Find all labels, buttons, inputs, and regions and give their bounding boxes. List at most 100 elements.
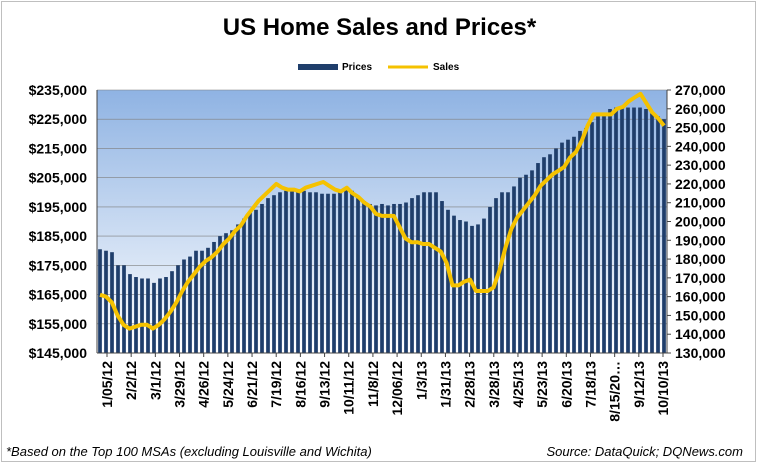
legend-prices-label: Prices [342, 62, 372, 73]
price-bar [374, 205, 378, 353]
price-bar [656, 116, 660, 353]
price-bar [428, 192, 432, 353]
x-tick-label: 6/21/12 [244, 361, 260, 408]
price-bar [362, 201, 366, 353]
price-bar [326, 193, 330, 353]
price-bar [560, 142, 564, 353]
y-right-tick-label: 200,000 [675, 214, 726, 230]
price-bar [590, 122, 594, 354]
y-left-tick-label: $195,000 [29, 199, 88, 215]
x-tick-label: 5/24/12 [220, 361, 236, 408]
price-bar [128, 274, 132, 353]
x-tick-label: 3/29/12 [172, 361, 188, 408]
price-bar [482, 218, 486, 353]
price-bar [536, 163, 540, 353]
price-bar [380, 203, 384, 353]
price-bar [314, 192, 318, 353]
price-bar [140, 278, 144, 353]
price-bar [278, 192, 282, 353]
price-bar [518, 177, 522, 353]
price-bar [122, 265, 126, 353]
price-bar [644, 108, 648, 353]
price-bar [464, 221, 468, 353]
price-bars [98, 107, 666, 354]
price-bar [206, 247, 210, 353]
x-tick-label: 8/15/20… [607, 361, 623, 422]
x-tick-label: 8/16/12 [292, 361, 308, 408]
x-tick-label: 2/2/12 [123, 361, 139, 400]
price-bar [152, 282, 156, 353]
price-bar [572, 136, 576, 353]
price-bar [608, 108, 612, 353]
price-bar [296, 189, 300, 353]
price-bar [236, 224, 240, 353]
y-right-tick-label: 150,000 [675, 307, 726, 323]
price-bar [476, 224, 480, 353]
price-bar [512, 186, 516, 353]
price-bar [254, 209, 258, 353]
price-bar [104, 250, 108, 353]
price-bar [332, 193, 336, 353]
x-axis: 1/05/12 2/2/12 3/1/12 3/29/12 4/26/12 5/24/12… [97, 352, 671, 422]
price-bar [194, 250, 198, 353]
price-bar [662, 119, 666, 353]
price-bar [614, 107, 618, 354]
x-tick-label: 4/26/12 [196, 361, 212, 408]
price-bar [338, 190, 342, 353]
legend-prices-swatch [298, 64, 338, 70]
price-bar [98, 249, 102, 353]
chart-title: US Home Sales and Prices* [222, 14, 537, 41]
x-tick-label: 11/8/12 [365, 361, 381, 407]
x-tick-label: 3/28/13 [486, 361, 502, 408]
price-bar [302, 190, 306, 353]
footnote: *Based on the Top 100 MSAs (excluding Lo… [6, 444, 372, 459]
x-tick-label: 9/13/12 [317, 361, 333, 408]
sales-line [99, 91, 666, 331]
price-bar [182, 259, 186, 353]
y-right-tick-label: 220,000 [675, 176, 726, 192]
price-bar [200, 250, 204, 353]
price-bar [596, 116, 600, 353]
price-bar [500, 192, 504, 353]
y-left-tick-label: $145,000 [29, 345, 88, 361]
price-bar [620, 107, 624, 354]
y-right-tick-label: 240,000 [675, 138, 726, 154]
price-bar [308, 192, 312, 353]
price-bar [212, 241, 216, 353]
price-bar [554, 148, 558, 353]
price-bar [320, 193, 324, 353]
price-bar [344, 189, 348, 353]
left-axis: $145,000 $155,000 $165,000 $175,000 $185,000… [29, 82, 98, 361]
x-tick-label: 7/18/13 [582, 361, 598, 408]
price-bar [524, 174, 528, 353]
price-bar [242, 218, 246, 353]
price-bar [506, 192, 510, 353]
price-bar [368, 203, 372, 353]
price-bar [602, 113, 606, 353]
y-right-tick-label: 140,000 [675, 326, 726, 342]
y-left-tick-label: $215,000 [29, 140, 88, 156]
x-tick-label: 5/23/13 [534, 361, 550, 408]
price-bar [566, 139, 570, 353]
x-tick-label: 1/3/13 [413, 361, 429, 400]
price-bar [260, 203, 264, 353]
price-bar [290, 189, 294, 353]
y-left-tick-label: $175,000 [29, 257, 88, 273]
price-bar [434, 192, 438, 353]
right-axis: 130,000 140,000 150,000 160,000 170,000 180,0… [666, 82, 726, 361]
price-bar [638, 107, 642, 354]
y-left-tick-label: $235,000 [29, 82, 88, 98]
price-bar [404, 202, 408, 353]
price-bar [578, 130, 582, 353]
y-right-tick-label: 130,000 [675, 345, 726, 361]
price-bar [188, 256, 192, 353]
y-right-tick-label: 230,000 [675, 157, 726, 173]
x-tick-label: 1/31/13 [437, 361, 453, 408]
price-bar [626, 107, 630, 354]
price-bar [446, 209, 450, 353]
y-right-tick-label: 260,000 [675, 101, 726, 117]
price-bar [410, 198, 414, 353]
y-right-tick-label: 210,000 [675, 195, 726, 211]
price-bar [386, 205, 390, 353]
